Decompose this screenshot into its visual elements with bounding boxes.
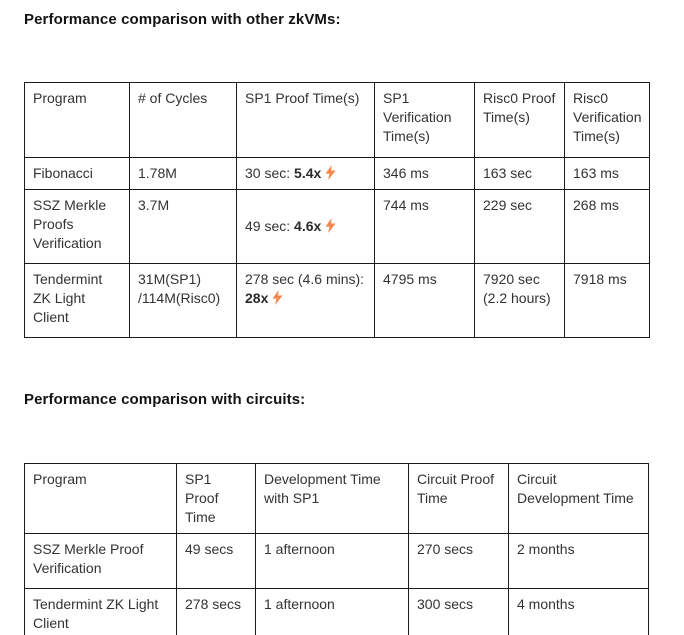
table-cell: 4 months xyxy=(508,588,649,635)
table-cell: 7918 ms xyxy=(563,263,651,338)
table-row: Fibonacci 1.78M 30 sec: 5.4x 346 ms 163 sec 1… xyxy=(24,157,651,190)
table-cell: 3.7M xyxy=(129,189,237,264)
table-cell: 49 sec: 4.6x xyxy=(236,189,375,264)
table-cell: Tendermint ZK Light Client xyxy=(24,588,177,635)
table-cell: 31M(SP1) /114M(Risc0) xyxy=(129,263,237,338)
table-cell: SSZ Merkle Proof Verification xyxy=(24,533,177,589)
table-cell: 278 sec (4.6 mins): 28x xyxy=(236,263,375,338)
table-cell: 278 secs xyxy=(176,588,256,635)
table-cell: 2 months xyxy=(508,533,649,589)
table-row: Tendermint ZK Light Client 31M(SP1) /114M… xyxy=(24,263,651,338)
table-row: SSZ Merkle Proofs Verification 3.7M 49 sec… xyxy=(24,189,651,264)
table-cell: Tendermint ZK Light Client xyxy=(24,263,130,338)
column-header: Risc0 Proof Time(s) xyxy=(474,82,565,158)
table-cell: SSZ Merkle Proofs Verification xyxy=(24,189,130,264)
table-cell: 4795 ms xyxy=(374,263,475,338)
table-cell: 229 sec xyxy=(474,189,565,264)
table-cell: 268 ms xyxy=(563,189,651,264)
speedup-factor: 4.6x xyxy=(294,218,322,234)
table-cell: 300 secs xyxy=(408,588,509,635)
table-header-row: Program SP1 Proof Time Development Time wi… xyxy=(24,463,649,534)
table-cell: 346 ms xyxy=(374,157,475,190)
lightning-bolt-icon xyxy=(325,165,336,180)
column-header: Development Time with SP1 xyxy=(255,463,409,534)
column-header: # of Cycles xyxy=(129,82,237,158)
column-header: Program xyxy=(24,463,177,534)
column-header: Circuit Proof Time xyxy=(408,463,509,534)
column-header: SP1 Verification Time(s) xyxy=(374,82,475,158)
column-header: Program xyxy=(24,82,130,158)
table-cell: 30 sec: 5.4x xyxy=(236,157,375,190)
table-cell: 744 ms xyxy=(374,189,475,264)
table-cell: Fibonacci xyxy=(24,157,130,190)
section-zkvm-comparison: Performance comparison with other zkVMs:… xyxy=(24,10,660,338)
zkvm-comparison-heading: Performance comparison with other zkVMs: xyxy=(24,11,341,28)
speedup-factor: 28x xyxy=(245,290,269,306)
speedup-factor: 5.4x xyxy=(294,165,322,181)
table-cell: 1 afternoon xyxy=(255,533,409,589)
section-circuit-comparison: Performance comparison with circuits: Pr… xyxy=(24,390,660,635)
zkvm-comparison-table: Program # of Cycles SP1 Proof Time(s) SP1 V… xyxy=(24,82,651,338)
column-header: SP1 Proof Time(s) xyxy=(236,82,375,158)
table-row: SSZ Merkle Proof Verification 49 secs 1 af… xyxy=(24,533,649,589)
column-header: Risc0 Verification Time(s) xyxy=(563,82,651,158)
table-cell: 1 afternoon xyxy=(255,588,409,635)
table-cell: 1.78M xyxy=(129,157,237,190)
table-cell: 7920 sec (2.2 hours) xyxy=(474,263,565,338)
table-cell: 49 secs xyxy=(176,533,256,589)
table-cell: 163 sec xyxy=(474,157,565,190)
lightning-bolt-icon xyxy=(272,290,283,305)
lightning-bolt-icon xyxy=(325,218,336,233)
column-header: SP1 Proof Time xyxy=(176,463,256,534)
table-cell: 270 secs xyxy=(408,533,509,589)
circuit-comparison-heading: Performance comparison with circuits: xyxy=(24,391,306,408)
table-cell: 163 ms xyxy=(563,157,651,190)
column-header: Circuit Development Time xyxy=(508,463,649,534)
table-header-row: Program # of Cycles SP1 Proof Time(s) SP1 V… xyxy=(24,82,651,158)
table-row: Tendermint ZK Light Client 278 secs 1 afte… xyxy=(24,588,649,635)
circuit-comparison-table: Program SP1 Proof Time Development Time wi… xyxy=(24,463,649,635)
